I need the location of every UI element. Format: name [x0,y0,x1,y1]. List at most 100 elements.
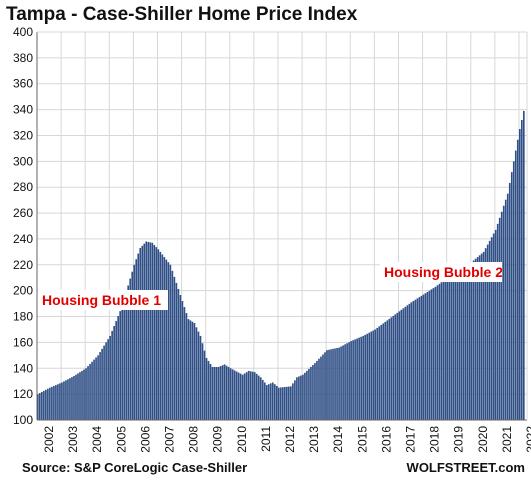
bar [183,307,186,420]
bar [410,302,413,420]
bar [290,386,292,420]
bar [67,379,69,420]
bar [119,311,121,420]
bar [396,312,399,420]
bar [316,360,318,420]
bar [113,326,115,420]
bar [418,297,421,420]
bar [312,365,314,420]
bar [324,352,326,420]
y-tick-label: 260 [13,206,33,220]
bar [306,370,308,420]
bar [376,327,379,420]
bar [255,373,258,420]
bar [438,283,441,420]
bar [201,343,204,420]
bar [364,334,366,420]
bar [45,389,47,420]
bar [286,386,288,420]
bar [123,299,126,420]
annotations: Housing Bubble 1 Housing Bubble 2 [38,262,503,310]
bar [354,339,356,420]
bar [432,288,435,420]
bar [57,384,59,420]
bar [384,321,387,420]
bar [468,263,471,420]
y-tick-label: 320 [13,128,33,142]
annotation-background [38,290,168,310]
bar [426,291,429,420]
y-tick-label: 140 [13,361,33,375]
bar [111,330,113,420]
bar [328,349,330,420]
bar [342,345,344,420]
x-tick-label: 2007 [163,426,177,453]
bar [223,364,226,420]
bar [273,384,276,420]
x-tick-label: 2004 [90,426,104,453]
bar [304,372,306,420]
bar [277,387,280,420]
bar [394,314,397,420]
bar [452,273,455,420]
axes [36,31,528,421]
bar [261,379,264,420]
bar [330,349,332,420]
bar [271,382,274,420]
x-tick-label: 2002 [42,426,56,453]
bar [241,374,244,420]
y-tick-label: 300 [13,154,33,168]
bar [251,371,254,420]
bar [416,298,419,420]
bar [444,279,447,420]
bar [37,394,39,420]
x-tick-label: 2014 [331,426,345,453]
bar [298,376,300,420]
bar [462,267,465,420]
bar [95,357,97,420]
bar [428,290,431,420]
bar [147,241,150,420]
bar [231,369,234,420]
bar [217,366,220,420]
bar [464,266,467,420]
bar [284,387,286,420]
bar [300,375,302,420]
bar [189,320,192,420]
bar [179,294,182,420]
bar [520,119,523,420]
y-tick-label: 200 [13,284,33,298]
bar [400,309,403,420]
bar [516,139,519,420]
y-tick-label: 240 [13,232,33,246]
bar [219,366,222,420]
bar [356,338,358,420]
bar [159,251,162,420]
bar [440,282,443,420]
bar [135,259,138,420]
bar [131,271,134,420]
annotation-label: Housing Bubble 1 [42,292,161,308]
bar [125,292,128,420]
bar [267,384,270,420]
y-tick-label: 220 [13,258,33,272]
bar [55,385,57,420]
bar [265,385,268,420]
bar [279,387,282,420]
bar [151,242,154,420]
bar [494,229,497,420]
bar [378,326,381,420]
chart-title: Tampa - Case-Shiller Home Price Index [6,4,358,25]
y-tick-label: 100 [13,413,33,427]
bar [480,253,483,420]
bar [442,280,445,420]
x-tick-label: 2005 [114,426,128,453]
bar [514,150,517,420]
bar [360,336,362,420]
y-axis-ticks: 100 120 140 160 180 200 220 240 260 280 300 320 340 3… [13,25,33,427]
bar [39,393,41,420]
bar [340,346,342,420]
bar [133,264,136,420]
bar [332,348,334,420]
bar [512,161,515,420]
